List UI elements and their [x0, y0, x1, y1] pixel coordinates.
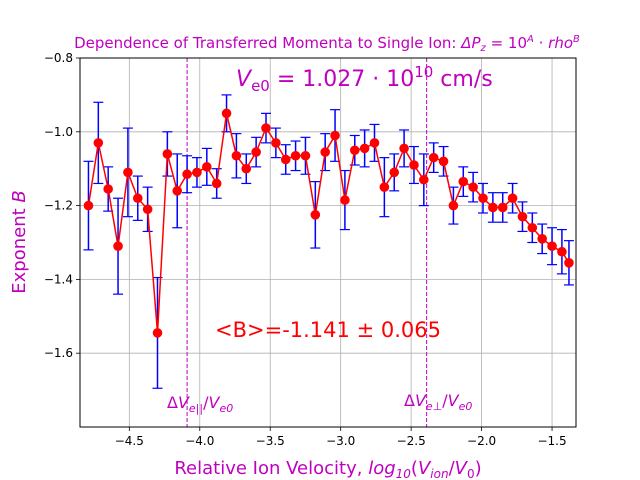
data-point: [379, 182, 390, 192]
data-point: [468, 182, 478, 192]
data-point: [300, 150, 311, 161]
y-ticks: −0.8 −1.0 −1.2 −1.4 −1.6: [44, 51, 80, 360]
data-point: [428, 152, 439, 163]
vline-label-parallel: ΔVe||/Ve0: [167, 393, 233, 415]
data-point: [103, 184, 113, 194]
data-point: [93, 138, 104, 148]
ve0-annotation: Ve0 = 1.027 · 1010 cm/s: [236, 63, 493, 95]
data-points: [83, 108, 574, 338]
data-point: [564, 257, 574, 268]
data-point: [438, 156, 449, 167]
data-point: [182, 169, 192, 180]
data-point: [507, 193, 518, 204]
data-point: [478, 193, 488, 204]
data-point: [448, 200, 459, 211]
data-point: [527, 222, 538, 233]
plot-frame: [79, 57, 577, 428]
error-bars: [83, 94, 574, 389]
x-tick-label: −1.5: [537, 434, 566, 448]
data-point: [517, 211, 528, 222]
data-point: [349, 145, 360, 156]
data-point: [221, 108, 232, 119]
data-point: [330, 130, 340, 141]
data-point: [359, 143, 370, 154]
data-point: [132, 193, 143, 204]
data-point: [399, 143, 409, 154]
data-point: [320, 147, 330, 157]
x-ticks: −4.5 −4.0 −3.5 −3.0 −2.5 −2.0 −1.5: [115, 427, 567, 448]
data-point: [152, 328, 163, 338]
grid-lines: [80, 57, 576, 427]
x-tick-label: −2.0: [467, 434, 496, 448]
data-point: [409, 160, 419, 170]
data-point: [83, 200, 94, 211]
data-point: [123, 167, 133, 178]
data-point: [488, 202, 498, 213]
data-point: [202, 162, 212, 172]
data-point: [142, 204, 153, 215]
data-point: [271, 138, 281, 148]
series-line: [87, 113, 570, 333]
data-point: [113, 241, 123, 251]
data-point: [547, 241, 557, 251]
data-point: [211, 178, 222, 189]
y-axis-label: Exponent B: [9, 190, 30, 294]
x-tick-label: −3.0: [326, 434, 355, 448]
y-tick-label: −1.6: [44, 346, 73, 360]
data-point: [280, 154, 291, 165]
y-tick-label: −1.2: [44, 199, 73, 213]
x-tick-label: −4.0: [185, 434, 214, 448]
vline-label-perp: ΔVe⊥/Ve0: [404, 391, 472, 413]
data-point: [172, 186, 183, 196]
data-point: [419, 174, 429, 185]
data-point: [231, 150, 242, 161]
marker-lines: [186, 58, 428, 427]
data-point: [537, 234, 547, 244]
data-point: [310, 210, 321, 220]
mean-b-annotation: <B>=-1.141 ± 0.065: [215, 318, 441, 342]
data-point: [290, 150, 301, 161]
data-point: [251, 147, 261, 157]
data-point: [389, 167, 400, 178]
data-point: [458, 176, 469, 187]
x-tick-label: −3.5: [256, 434, 285, 448]
y-tick-label: −1.0: [44, 125, 73, 139]
x-tick-label: −4.5: [115, 434, 144, 448]
data-point: [162, 149, 173, 159]
data-point: [497, 202, 508, 213]
data-point: [340, 195, 350, 205]
x-axis-label: Relative Ion Velocity, log10(Vion/V0): [174, 458, 481, 480]
chart-title: Dependence of Transferred Momenta to Sin…: [74, 34, 580, 54]
data-point: [241, 163, 252, 174]
data-point: [192, 167, 202, 178]
x-tick-label: −2.5: [397, 434, 426, 448]
data-point: [369, 138, 380, 148]
data-point: [557, 246, 567, 257]
data-point: [261, 123, 271, 133]
y-tick-label: −1.4: [44, 272, 73, 286]
y-tick-label: −0.8: [44, 51, 73, 65]
